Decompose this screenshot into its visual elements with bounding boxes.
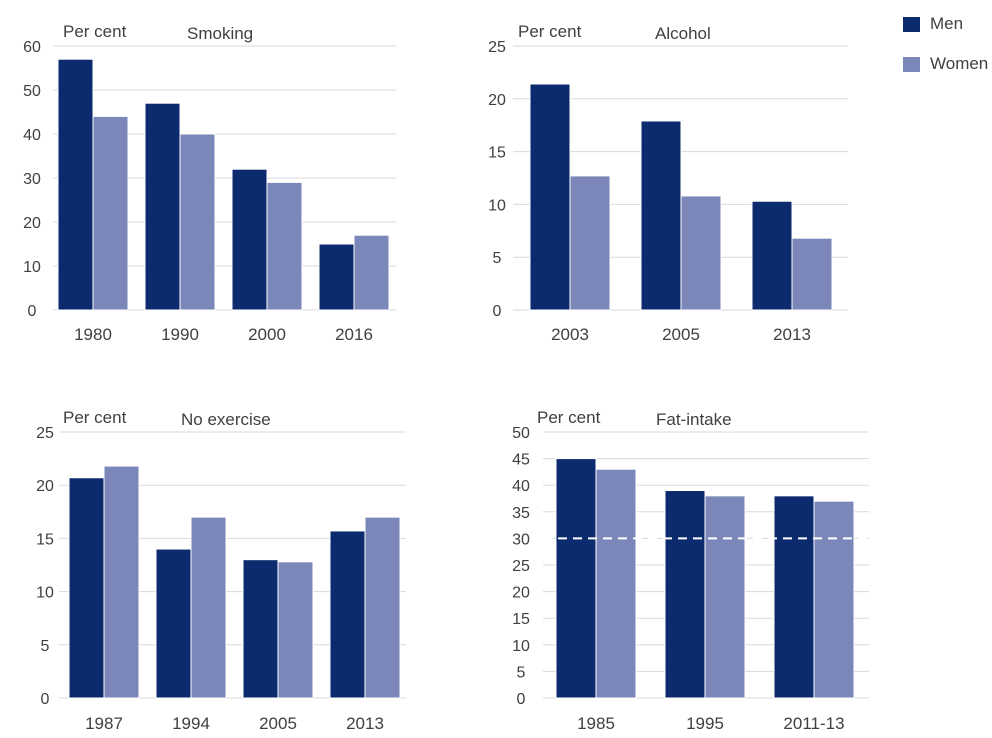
y-tick-label: 40 — [23, 127, 41, 144]
y-tick-label: 15 — [512, 611, 530, 628]
y-tick-label: 30 — [23, 171, 41, 188]
y-tick-label: 20 — [36, 478, 54, 495]
x-tick-label: 2013 — [773, 325, 811, 344]
y-axis-label: Per cent — [518, 22, 582, 41]
x-tick-label: 2000 — [248, 325, 286, 344]
chart-panel-4: 0 5 10 15 20 25 30 35 40 45 50 Per cent Fat-intake 19… — [512, 408, 869, 733]
legend-item-men: Men — [903, 14, 988, 34]
y-tick-label: 5 — [517, 664, 526, 681]
x-tick-label: 2005 — [259, 714, 297, 733]
bar-women — [595, 468, 637, 699]
legend: Men Women — [903, 14, 988, 94]
bar-men — [231, 168, 268, 311]
y-tick-label: 25 — [488, 39, 506, 56]
y-tick-label: 0 — [517, 691, 526, 708]
bar-men — [318, 243, 355, 311]
y-tick-label: 0 — [41, 691, 50, 708]
chart-title: Alcohol — [655, 24, 711, 43]
x-tick-label: 1995 — [686, 714, 724, 733]
y-tick-label: 25 — [512, 558, 530, 575]
y-tick-label: 40 — [512, 478, 530, 495]
y-tick-label: 20 — [23, 215, 41, 232]
bar-women — [704, 495, 746, 699]
y-tick-label: 5 — [41, 638, 50, 655]
y-axis-label: Per cent — [63, 22, 127, 41]
y-axis-label: Per cent — [537, 408, 601, 427]
x-tick-label: 2003 — [551, 325, 589, 344]
x-tick-label: 1980 — [74, 325, 112, 344]
chart-panel-1: 0 10 20 30 40 50 60 Per cent Smoking 1980 1990 2000… — [23, 22, 396, 344]
x-tick-label: 1994 — [172, 714, 210, 733]
bar-men — [155, 548, 192, 699]
bar-women — [353, 234, 390, 311]
bar-women — [92, 115, 129, 311]
bar-men — [529, 83, 571, 311]
y-tick-label: 35 — [512, 505, 530, 522]
y-tick-label: 10 — [488, 197, 506, 214]
x-tick-label: 2011-13 — [783, 714, 844, 733]
y-tick-label: 20 — [488, 92, 506, 109]
bar-men — [640, 120, 682, 311]
y-tick-label: 25 — [36, 425, 54, 442]
bar-men — [773, 495, 815, 699]
bar-women — [569, 175, 611, 311]
legend-item-women: Women — [903, 54, 988, 74]
bar-men — [57, 58, 94, 311]
bar-men — [329, 530, 366, 699]
bar-women — [190, 516, 227, 699]
y-tick-label: 5 — [493, 250, 502, 267]
y-tick-label: 50 — [23, 83, 41, 100]
chart-title: Fat-intake — [656, 410, 732, 429]
bar-women — [364, 516, 401, 699]
bar-women — [791, 237, 833, 311]
bar-women — [103, 465, 140, 699]
bar-men — [664, 490, 706, 699]
y-tick-label: 10 — [23, 259, 41, 276]
y-axis-label: Per cent — [63, 408, 127, 427]
y-tick-label: 15 — [36, 531, 54, 548]
bar-women — [813, 500, 855, 699]
bar-women — [277, 561, 314, 699]
y-tick-label: 0 — [493, 303, 502, 320]
chart-panel-3: 0 5 10 15 20 25 Per cent No exercise 1987 1994 200… — [36, 408, 406, 733]
bar-men — [68, 477, 105, 699]
legend-label-women: Women — [930, 54, 989, 73]
x-tick-label: 2013 — [346, 714, 384, 733]
x-tick-label: 1990 — [161, 325, 199, 344]
y-tick-label: 10 — [512, 638, 530, 655]
chart-title: Smoking — [187, 24, 253, 43]
chart-title: No exercise — [181, 410, 271, 429]
bar-men — [242, 559, 279, 699]
y-tick-label: 20 — [512, 585, 530, 602]
y-tick-label: 10 — [36, 585, 54, 602]
y-tick-label: 30 — [512, 531, 530, 548]
bar-men — [751, 200, 793, 311]
bar-men — [555, 458, 597, 699]
y-tick-label: 15 — [488, 145, 506, 162]
y-tick-label: 0 — [28, 303, 37, 320]
legend-label-men: Men — [930, 14, 964, 33]
bar-women — [179, 133, 216, 311]
legend-swatch-women — [903, 56, 920, 72]
x-tick-label: 2005 — [662, 325, 700, 344]
y-tick-label: 45 — [512, 452, 530, 469]
bar-men — [144, 102, 181, 311]
bar-women — [680, 195, 722, 311]
y-tick-label: 50 — [512, 425, 530, 442]
x-tick-label: 2016 — [335, 325, 373, 344]
y-tick-label: 60 — [23, 39, 41, 56]
x-tick-label: 1985 — [577, 714, 615, 733]
x-tick-label: 1987 — [85, 714, 123, 733]
legend-swatch-men — [903, 16, 920, 32]
chart-panel-2: 0 5 10 15 20 25 Per cent Alcohol 2003 2005 2013 — [488, 22, 848, 344]
bar-women — [266, 181, 303, 311]
